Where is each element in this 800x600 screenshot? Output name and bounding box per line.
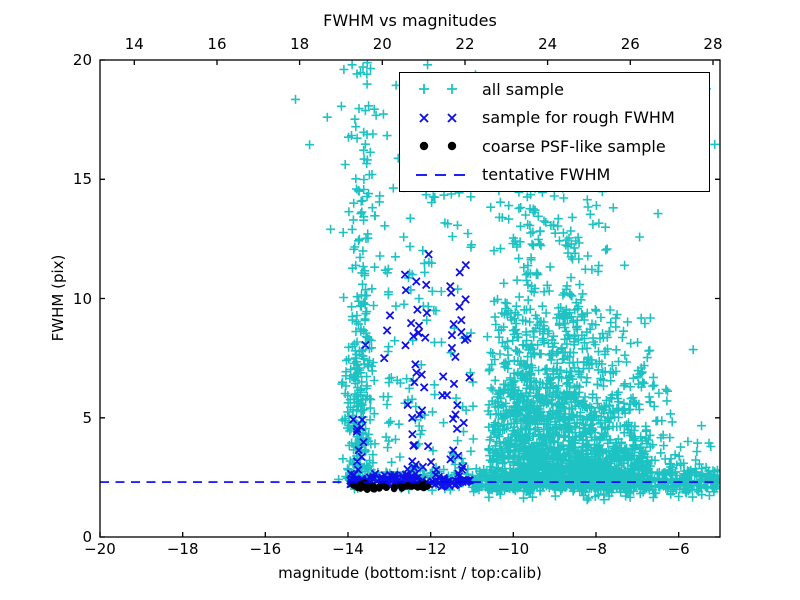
legend-label: all sample xyxy=(482,79,564,99)
y-tick-label: 0 xyxy=(82,528,92,546)
legend-label: sample for rough FWHM xyxy=(482,108,675,128)
legend-label: coarse PSF-like sample xyxy=(482,136,666,156)
legend-item-all-sample: all sample xyxy=(400,75,709,103)
legend-item-psf-sample: coarse PSF-like sample xyxy=(400,132,709,160)
x-marker-icon xyxy=(410,108,472,128)
y-tick-label: 20 xyxy=(72,51,92,69)
legend-item-tentative-fwhm: tentative FWHM xyxy=(400,161,709,189)
chart-title: FWHM vs magnitudes xyxy=(323,11,497,30)
x-tick-label: −20 xyxy=(84,540,116,558)
legend-label: tentative FWHM xyxy=(482,165,611,185)
x-tick-label: −10 xyxy=(497,540,530,558)
legend: all sample sample for rough FWHM coarse … xyxy=(399,72,710,192)
x-tick-label: 28 xyxy=(703,35,723,53)
x-tick-label: −8 xyxy=(584,540,608,558)
x-tick-label: 14 xyxy=(124,35,144,53)
dashed-line-icon xyxy=(410,165,472,185)
x-tick-label: 22 xyxy=(455,35,475,53)
dot-marker-icon xyxy=(410,136,472,156)
x-tick-label: 24 xyxy=(538,35,558,53)
x-tick-label: −16 xyxy=(249,540,282,558)
x-tick-label: 20 xyxy=(372,35,392,53)
y-tick-label: 10 xyxy=(72,289,92,308)
x-tick-label: −12 xyxy=(414,540,447,558)
legend-item-rough-fwhm: sample for rough FWHM xyxy=(400,104,709,132)
plus-marker-icon xyxy=(410,79,472,99)
x-tick-label: −6 xyxy=(667,540,690,558)
x-tick-label: −18 xyxy=(166,540,199,558)
x-tick-label: −14 xyxy=(332,540,364,558)
x-tick-label: 18 xyxy=(290,35,310,53)
y-tick-label: 5 xyxy=(82,408,92,427)
x-axis-label: magnitude (bottom:isnt / top:calib) xyxy=(278,564,542,582)
x-tick-label: 16 xyxy=(207,35,227,53)
y-tick-label: 15 xyxy=(72,170,92,189)
x-tick-label: 26 xyxy=(620,35,640,53)
